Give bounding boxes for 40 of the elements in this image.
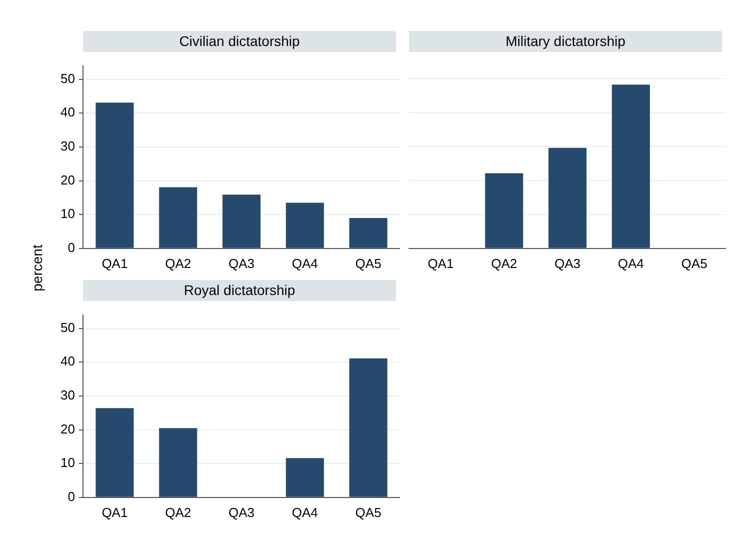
y-axis-title: percent bbox=[29, 244, 45, 292]
x-tick-label: QA5 bbox=[355, 256, 382, 271]
x-tick-label: QA1 bbox=[102, 504, 128, 520]
x-tick-label: QA3 bbox=[554, 256, 581, 271]
bar bbox=[286, 458, 324, 497]
bar bbox=[349, 358, 388, 497]
x-tick-label: QA3 bbox=[228, 256, 255, 271]
bar bbox=[159, 428, 198, 497]
y-tick-label: 30 bbox=[60, 138, 75, 154]
chart-title: Royal dictatorship bbox=[83, 280, 396, 301]
x-tick-label: QA4 bbox=[618, 256, 644, 271]
bar bbox=[349, 218, 388, 248]
bar bbox=[96, 408, 134, 497]
x-tick-label: QA1 bbox=[428, 256, 454, 271]
bar bbox=[159, 187, 198, 248]
x-tick-label: QA4 bbox=[292, 504, 318, 520]
y-tick-label: 40 bbox=[60, 354, 75, 369]
x-tick-label: QA2 bbox=[165, 256, 192, 271]
y-tick-label: 0 bbox=[68, 240, 75, 255]
y-tick-label: 0 bbox=[68, 488, 75, 504]
y-tick-label: 50 bbox=[60, 320, 75, 335]
x-tick-label: QA4 bbox=[292, 256, 318, 271]
x-tick-label: QA2 bbox=[491, 256, 518, 271]
chart-title: Military dictatorship bbox=[409, 31, 722, 52]
bar bbox=[286, 202, 324, 248]
bar bbox=[96, 102, 134, 248]
y-tick-label: 40 bbox=[60, 104, 75, 120]
y-tick-label: 20 bbox=[60, 172, 75, 188]
x-tick-label: QA5 bbox=[681, 256, 708, 271]
x-tick-label: QA3 bbox=[228, 504, 255, 520]
x-tick-label: QA2 bbox=[165, 504, 192, 520]
y-tick-label: 10 bbox=[60, 206, 75, 222]
y-tick-label: 30 bbox=[60, 388, 75, 403]
x-tick-label: QA1 bbox=[102, 256, 128, 271]
y-tick-label: 50 bbox=[60, 70, 75, 86]
bar bbox=[222, 194, 261, 248]
y-tick-label: 10 bbox=[60, 455, 75, 470]
chart-title: Civilian dictatorship bbox=[83, 31, 396, 52]
x-tick-label: QA5 bbox=[355, 504, 382, 520]
y-tick-label: 20 bbox=[60, 421, 75, 436]
